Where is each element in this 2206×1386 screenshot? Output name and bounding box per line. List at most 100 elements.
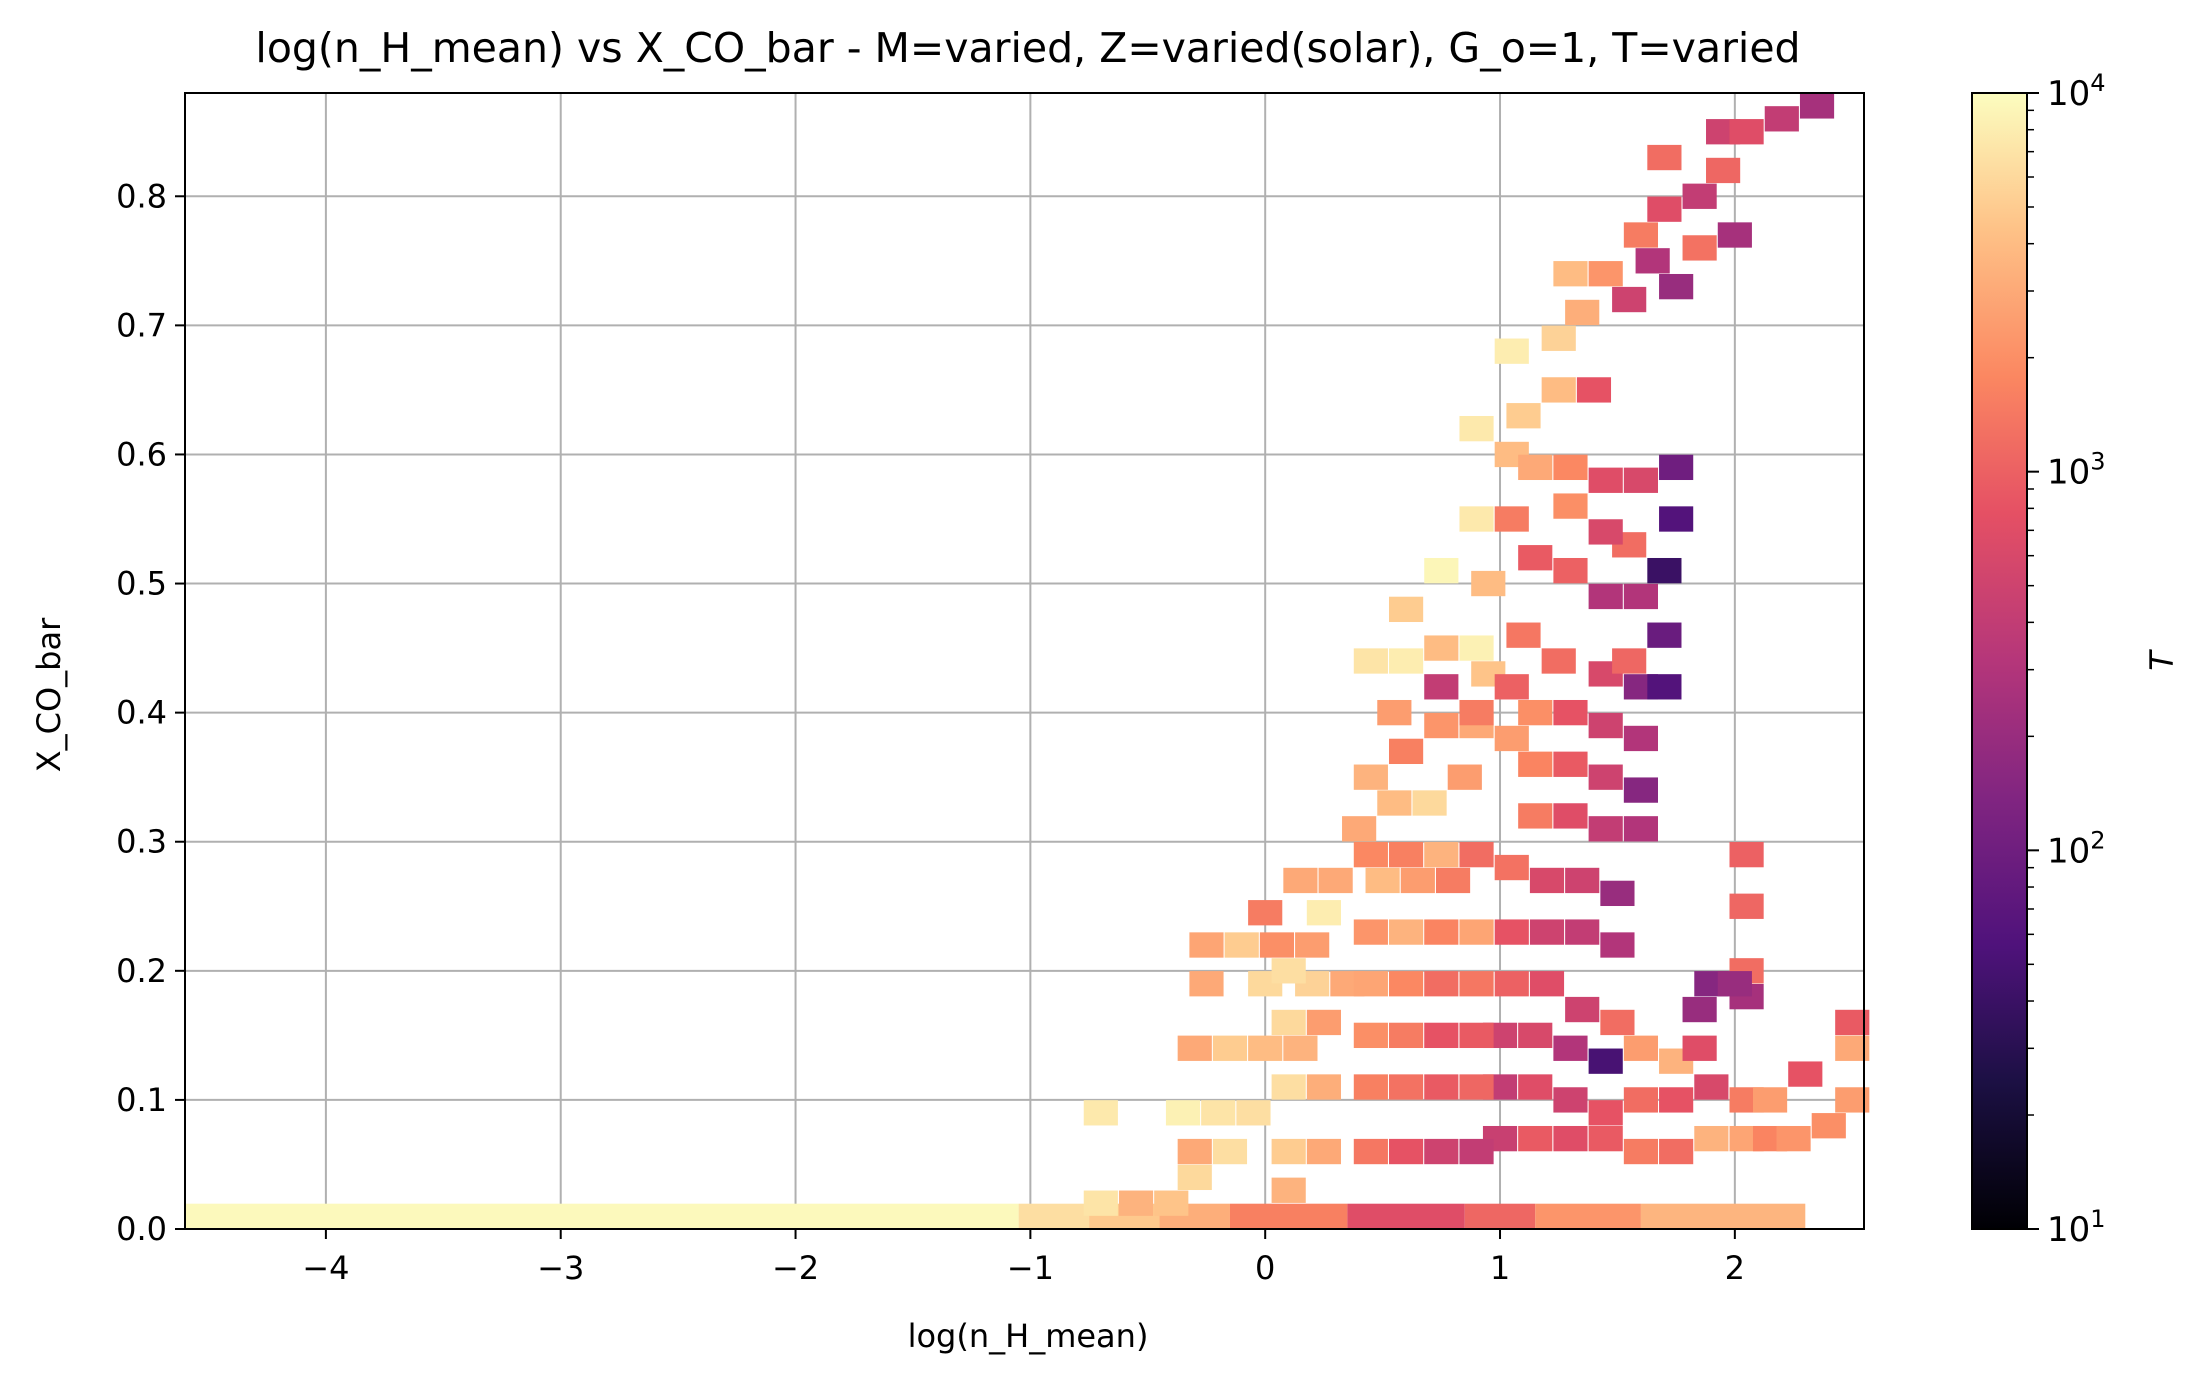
heatmap-cell [1494, 506, 1529, 532]
colorbar-tick-label: 103 [2047, 448, 2106, 493]
heatmap-cell [1647, 196, 1682, 222]
heatmap-cell [1295, 932, 1330, 958]
heatmap-cell [1083, 1100, 1118, 1126]
heatmap-cell [1506, 403, 1541, 429]
heatmap-cell [1389, 971, 1424, 997]
heatmap-cell [1612, 648, 1647, 674]
heatmap-cell [1353, 1074, 1388, 1100]
heatmap-cell [1588, 467, 1623, 493]
x-tick-label: −1 [1007, 1249, 1054, 1287]
heatmap-cell [1717, 222, 1752, 248]
colorbar-label: T [2143, 649, 2181, 671]
heatmap-cell [1518, 1074, 1553, 1100]
x-tick-label: −3 [537, 1249, 584, 1287]
heatmap-cell [1588, 1048, 1623, 1074]
heatmap-cell [1682, 1035, 1717, 1061]
heatmap-cell [1623, 222, 1658, 248]
heatmap-cell [1459, 415, 1494, 442]
heatmap-cell [1553, 751, 1588, 777]
heatmap-cell [1553, 1087, 1588, 1113]
heatmap-cell [1647, 622, 1682, 648]
y-tick-label: 0.2 [116, 952, 167, 990]
heatmap-cell [1177, 1138, 1212, 1165]
heatmap-cell [1118, 1190, 1154, 1216]
heatmap-cell [1212, 1138, 1248, 1165]
y-axis-label: X_CO_bar [30, 617, 68, 772]
heatmap-cell [1283, 867, 1318, 894]
x-axis-label: log(n_H_mean) [908, 1317, 1149, 1355]
heatmap-cell [1353, 1022, 1388, 1049]
heatmap-cell [1647, 144, 1682, 171]
heatmap-cell [1553, 454, 1588, 481]
heatmap-cell [1623, 583, 1658, 610]
heatmap-cell [1494, 338, 1529, 364]
x-tick-label: 0 [1255, 1249, 1275, 1287]
heatmap-cell [1553, 1125, 1588, 1152]
heatmap-cell [1389, 841, 1424, 868]
heatmap-cell [1588, 519, 1623, 545]
heatmap-cell [1271, 958, 1306, 984]
heatmap-cell [1600, 1009, 1635, 1036]
heatmap-cell [1447, 764, 1482, 790]
heatmap-cell [1259, 932, 1295, 958]
heatmap-cell [1018, 1203, 1090, 1229]
heatmap-cell [1271, 1009, 1306, 1036]
heatmap-cell [1647, 674, 1682, 700]
heatmap-cell [1518, 751, 1553, 777]
heatmap-cell [1389, 596, 1424, 623]
heatmap-cell [1165, 1100, 1201, 1126]
y-tick-label: 0.8 [116, 177, 167, 215]
heatmap-cell [1565, 867, 1600, 894]
heatmap-cell [1377, 699, 1412, 726]
heatmap-cell [1729, 119, 1764, 145]
heatmap-cell [1623, 1138, 1658, 1165]
heatmap-cell [1494, 971, 1529, 997]
heatmap-cell [1518, 545, 1553, 571]
heatmap-cell [1541, 377, 1576, 403]
heatmap-cell [1459, 1074, 1494, 1100]
heatmap-cell [1271, 1138, 1306, 1165]
heatmap-cell [1389, 919, 1424, 945]
heatmap-cell [1365, 867, 1400, 894]
heatmap-cell [1306, 1074, 1341, 1100]
heatmap-cell [1353, 919, 1388, 945]
heatmap-cell [1529, 867, 1565, 894]
heatmap-cell [1623, 467, 1658, 493]
heatmap-cell [1588, 1125, 1623, 1152]
heatmap-cell [1459, 1022, 1494, 1049]
heatmap-cell [1424, 1138, 1459, 1165]
heatmap-cell [1464, 1203, 1536, 1229]
heatmap-cell [1389, 1022, 1424, 1049]
y-tick-label: 0.6 [116, 435, 167, 473]
heatmap-cell [1729, 893, 1764, 919]
heatmap-cell [1389, 1138, 1424, 1165]
heatmap-cell [1623, 1035, 1658, 1061]
heatmap-cell [1623, 777, 1658, 803]
heatmap-cell [185, 1203, 1019, 1229]
heatmap-cell [1083, 1190, 1118, 1216]
heatmap-cell [1623, 1087, 1658, 1113]
heatmap-cell [1459, 1138, 1494, 1165]
heatmap-cell [1694, 1074, 1729, 1100]
x-tick-label: −2 [772, 1249, 819, 1287]
y-tick-label: 0.4 [116, 694, 167, 732]
heatmap-cell [1424, 712, 1459, 739]
heatmap-cell [1706, 157, 1741, 184]
heatmap-cell [1729, 841, 1764, 868]
heatmap-cell [1177, 1164, 1212, 1191]
heatmap-cell [1494, 854, 1529, 881]
heatmap-cell [1506, 622, 1541, 648]
heatmap-cell [1389, 738, 1424, 765]
heatmap-cell [1682, 996, 1717, 1023]
colorbar-gradient [1971, 92, 2028, 1230]
heatmap-cell [1189, 971, 1224, 997]
heatmap-cell [1347, 1203, 1465, 1229]
heatmap-cell [1236, 1100, 1271, 1126]
heatmap-cell [1788, 1061, 1823, 1087]
plot-frame [184, 92, 1865, 1230]
heatmap-cell [1529, 971, 1565, 997]
heatmap-cell [1377, 790, 1412, 816]
heatmap-cell [1659, 1087, 1694, 1113]
